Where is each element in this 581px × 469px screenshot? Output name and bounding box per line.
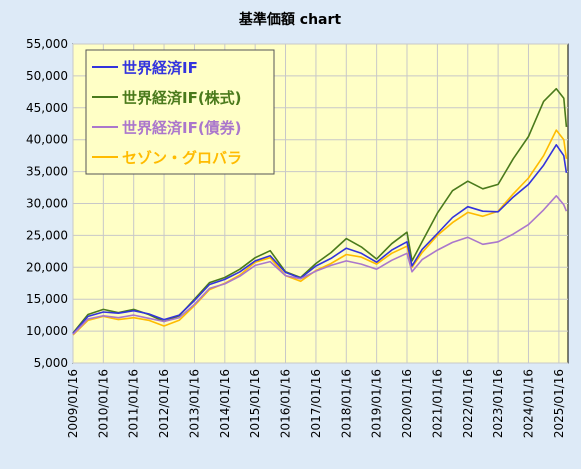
legend: 世界経済IF 世界経済IF(株式) 世界経済IF(債券) セゾン・グロバラ [85, 49, 275, 175]
legend-label: 世界経済IF [122, 59, 198, 77]
series-line-0 [72, 144, 568, 335]
series-lines [72, 87, 568, 336]
x-tick-label: 2021/01/16 [430, 369, 444, 438]
x-tick-label: 2010/01/16 [96, 369, 110, 438]
x-tick-label: 2015/01/16 [248, 369, 262, 438]
series-line-2 [72, 195, 568, 335]
x-tick-label: 2016/01/16 [279, 369, 293, 438]
legend-label: セゾン・グロバラ [122, 149, 242, 167]
x-tick-label: 2017/01/16 [309, 369, 323, 438]
x-tick-label: 2019/01/16 [370, 369, 384, 438]
legend-box [85, 49, 275, 175]
y-tick-label: 20,000 [26, 260, 68, 274]
x-tick-label: 2020/01/16 [400, 369, 414, 438]
x-tick-label: 2011/01/16 [127, 369, 141, 438]
x-tick-label: 2024/01/16 [521, 369, 535, 438]
y-tick-label: 45,000 [26, 101, 68, 115]
y-tick-label: 10,000 [26, 324, 68, 338]
x-tick-label: 2023/01/16 [491, 369, 505, 438]
y-axis: 5,000 10,000 15,000 20,000 25,000 30,000 35,00… [26, 37, 68, 370]
x-tick-label: 2012/01/16 [157, 369, 171, 438]
y-tick-label: 30,000 [26, 197, 68, 211]
y-tick-label: 5,000 [34, 356, 68, 370]
y-tick-label: 35,000 [26, 165, 68, 179]
x-tick-label: 2025/01/16 [552, 369, 566, 438]
x-tick-label: 2013/01/16 [187, 369, 201, 438]
legend-label: 世界経済IF(債券) [122, 119, 242, 137]
y-tick-label: 50,000 [26, 69, 68, 83]
x-tick-label: 2014/01/16 [218, 369, 232, 438]
y-tick-label: 15,000 [26, 292, 68, 306]
x-axis: 2009/01/16 2010/01/16 2011/01/16 2012/01/16… [66, 369, 566, 438]
legend-label: 世界経済IF(株式) [122, 89, 242, 107]
x-tick-label: 2018/01/16 [339, 369, 353, 438]
y-tick-label: 40,000 [26, 133, 68, 147]
x-tick-label: 2022/01/16 [461, 369, 475, 438]
y-tick-label: 25,000 [26, 228, 68, 242]
y-tick-label: 55,000 [26, 37, 68, 51]
chart-title: 基準価額 chart [239, 11, 341, 28]
x-tick-label: 2009/01/16 [66, 369, 80, 438]
